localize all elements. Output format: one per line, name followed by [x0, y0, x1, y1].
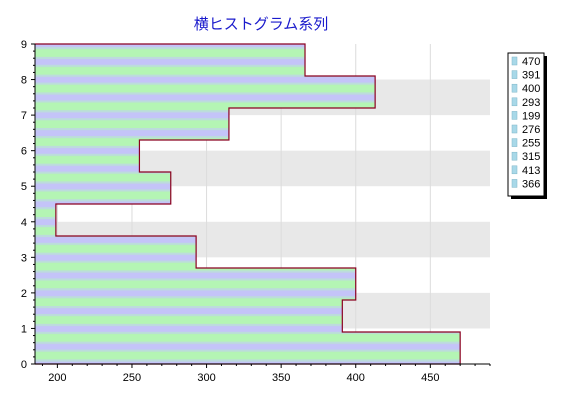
legend-swatch: [511, 83, 518, 93]
legend-swatch: [511, 165, 518, 175]
x-tick-label: 200: [48, 372, 66, 384]
bar: [35, 140, 140, 172]
bar: [35, 76, 376, 108]
y-tick-label: 8: [21, 75, 27, 87]
legend-swatch: [511, 179, 518, 188]
legend-label: 199: [522, 110, 540, 122]
y-tick-label: 2: [21, 288, 27, 300]
bar: [35, 332, 461, 364]
legend-label: 391: [522, 70, 540, 82]
legend-label: 255: [522, 138, 540, 150]
bar: [35, 172, 171, 204]
y-tick-label: 4: [21, 217, 27, 229]
x-tick-label: 350: [272, 372, 290, 384]
legend-swatch: [511, 70, 518, 79]
legend-label: 470: [522, 56, 540, 68]
y-tick-label: 0: [21, 359, 27, 371]
legend-label: 366: [522, 178, 540, 190]
legend-swatch: [511, 124, 518, 134]
y-tick-label: 7: [21, 110, 27, 122]
bar: [35, 236, 197, 268]
bar: [35, 204, 56, 236]
bar-series: [35, 43, 461, 365]
y-tick-label: 5: [21, 181, 27, 193]
x-tick-label: 450: [421, 372, 439, 384]
x-tick-label: 400: [347, 372, 365, 384]
x-tick-label: 250: [123, 372, 141, 384]
y-tick-label: 9: [21, 39, 27, 51]
axes: 0 1 2 3 4 5 6 7 8 9 200 250 300 350 400 450: [21, 39, 491, 384]
legend-swatch: [511, 56, 518, 66]
bar: [35, 268, 356, 300]
legend-label: 413: [522, 165, 540, 177]
legend-swatch: [511, 97, 518, 107]
bar: [35, 44, 306, 76]
bar-outline: [35, 43, 461, 365]
x-tick-label: 300: [197, 372, 215, 384]
legend-swatch: [511, 151, 518, 161]
bar: [35, 300, 343, 332]
y-tick-label: 1: [21, 323, 27, 335]
legend-label: 400: [522, 83, 540, 95]
chart-title: 横ヒストグラム系列: [194, 15, 329, 33]
legend-label: 315: [522, 151, 540, 163]
legend-label: 276: [522, 124, 540, 136]
legend-label: 293: [522, 97, 540, 109]
y-tick-label: 6: [21, 146, 27, 158]
bar: [35, 108, 229, 140]
legend-swatch: [511, 138, 518, 147]
y-tick-label: 3: [21, 252, 27, 264]
legend-swatch: [511, 111, 518, 120]
